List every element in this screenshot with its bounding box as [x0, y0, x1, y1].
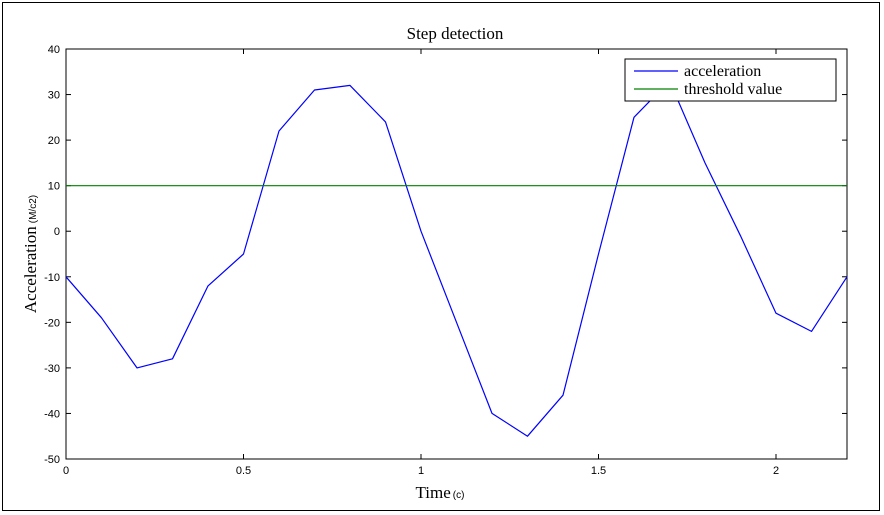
- x-tick-label: 1.5: [591, 465, 606, 477]
- series-line-acceleration: [65, 80, 848, 437]
- x-tick-label: 1: [418, 465, 424, 477]
- legend: acceleration threshold value: [624, 58, 837, 102]
- y-tick-label: 30: [48, 90, 60, 102]
- axis-ticks: -50 -40 -30 -20 -10 0 10 20 30 40 0 0.5 1 1.5 2: [44, 44, 847, 477]
- series-lines: [65, 80, 848, 437]
- y-tick-label: -40: [44, 408, 60, 420]
- x-axis-title: Time: [416, 483, 451, 502]
- y-tick-label: -10: [44, 272, 60, 284]
- x-tick-label: 0: [63, 465, 69, 477]
- x-tick-label: 0.5: [236, 465, 251, 477]
- y-axis-label: Acceleration (M/c2): [21, 195, 40, 313]
- y-tick-label: 20: [48, 135, 60, 147]
- x-axis-label: Time (c): [416, 483, 465, 502]
- x-tick-label: 2: [773, 465, 779, 477]
- chart-title: Step detection: [407, 24, 504, 43]
- y-tick-label: -30: [44, 363, 60, 375]
- legend-label-acceleration: acceleration: [684, 63, 761, 80]
- y-tick-label: -20: [44, 317, 60, 329]
- legend-box: [624, 58, 837, 102]
- y-axis-title: Acceleration: [21, 226, 40, 313]
- y-axis-unit: (M/c2): [28, 195, 39, 223]
- y-tick-label: 0: [54, 226, 60, 238]
- x-axis-unit: (c): [453, 490, 465, 501]
- y-tick-label: 40: [48, 44, 60, 56]
- plot-area: [65, 48, 848, 460]
- y-tick-label: 10: [48, 181, 60, 193]
- legend-label-threshold: threshold value: [684, 81, 782, 98]
- y-tick-label: -50: [44, 454, 60, 466]
